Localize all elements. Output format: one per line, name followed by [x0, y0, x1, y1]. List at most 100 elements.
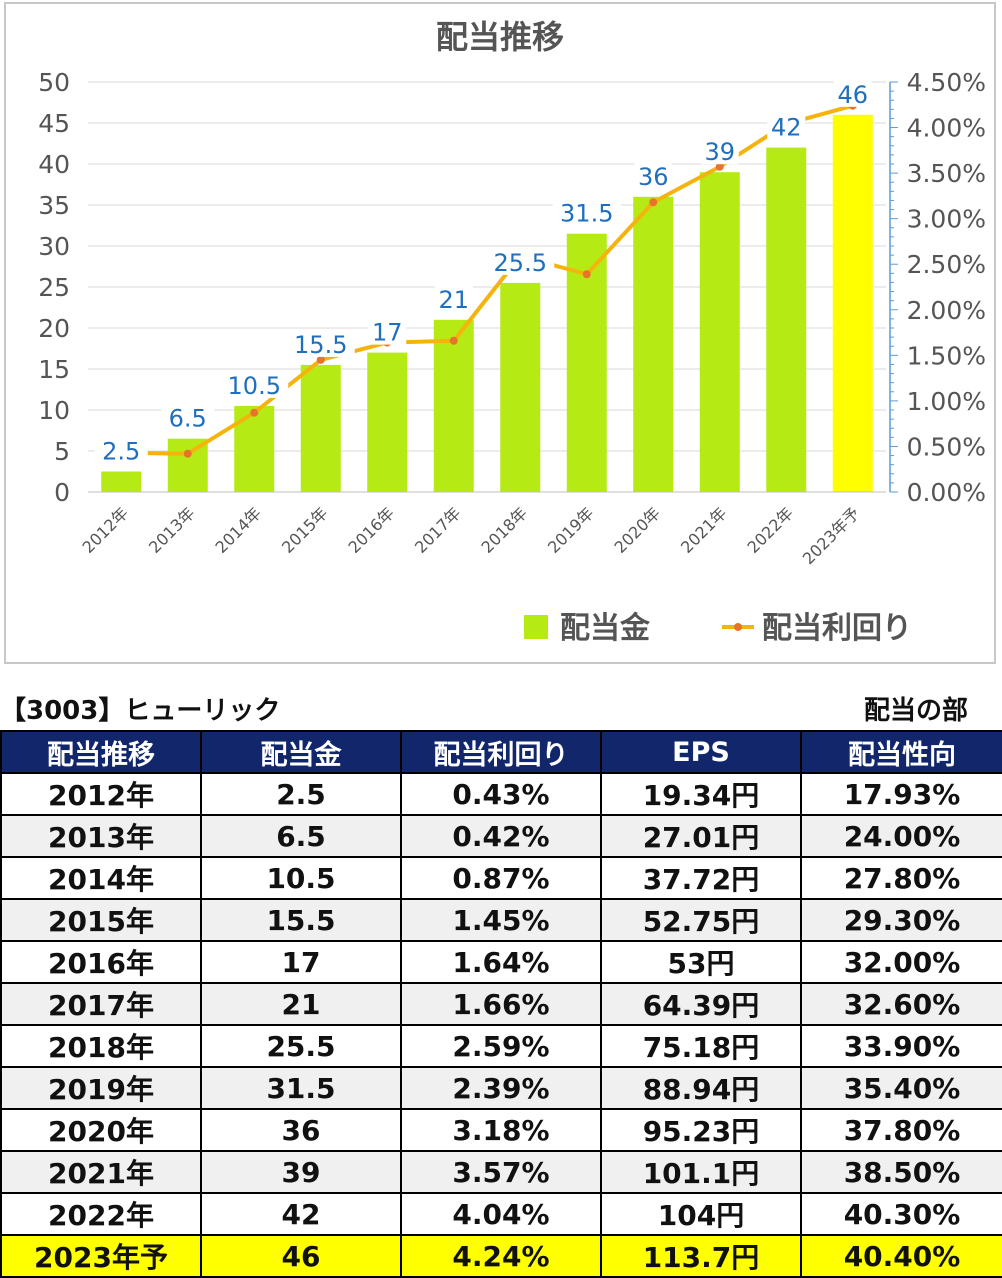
header-year: 配当推移	[0, 730, 202, 774]
bar-dividend	[433, 319, 474, 492]
company-name: 【3003】ヒューリック	[0, 696, 281, 726]
bar-dividend	[500, 282, 541, 492]
bar-dividend	[766, 147, 807, 492]
data-label-bg	[286, 328, 355, 357]
x-tick-label: 2014年	[212, 503, 266, 557]
data-label-bg	[434, 283, 473, 312]
data-label: 39	[704, 138, 735, 166]
data-label: 6.5	[169, 405, 207, 433]
data-label-bg	[700, 136, 739, 165]
cell-year: 2018年	[0, 1024, 202, 1068]
data-label: 36	[638, 163, 669, 191]
table-row: 2015年 15.5 1.45% 52.75円 29.30%	[0, 898, 1002, 942]
table-row: 2019年 31.5 2.39% 88.94円 35.40%	[0, 1066, 1002, 1110]
cell-payout-ratio: 32.60%	[800, 982, 1002, 1026]
cell-year: 2012年	[0, 772, 202, 816]
table-row: 2017年 21 1.66% 64.39円 32.60%	[0, 982, 1002, 1026]
cell-yield: 1.64%	[400, 940, 602, 984]
cell-year: 2023年予	[0, 1234, 202, 1278]
cell-payout-ratio: 32.00%	[800, 940, 1002, 984]
x-tick-label: 2015年	[278, 503, 332, 557]
data-label: 17	[372, 319, 403, 347]
right-tick-label: 0.00%	[907, 478, 986, 507]
data-label: 25.5	[494, 249, 547, 277]
chart-canvas: 2.5 6.5 10.5 15.5 17 21 25.5 31.5 36 39 42 46 配当推移 0…	[38, 18, 986, 646]
cell-yield: 3.57%	[400, 1150, 602, 1194]
right-tick-label: 0.50%	[907, 432, 986, 461]
cell-dividend: 39	[200, 1150, 402, 1194]
cell-yield: 1.66%	[400, 982, 602, 1026]
data-label-bg	[767, 111, 806, 140]
left-tick-label: 25	[38, 273, 70, 302]
table-row: 2022年 42 4.04% 104円 40.30%	[0, 1192, 1002, 1236]
data-label-bg	[161, 402, 215, 431]
left-tick-label: 30	[38, 232, 70, 261]
cell-payout-ratio: 24.00%	[800, 814, 1002, 858]
cell-eps: 19.34円	[600, 772, 802, 816]
cell-year: 2017年	[0, 982, 202, 1026]
cell-dividend: 31.5	[200, 1066, 402, 1110]
cell-dividend: 42	[200, 1192, 402, 1236]
yield-point	[582, 270, 591, 279]
cell-yield: 4.24%	[400, 1234, 602, 1278]
header-eps: EPS	[600, 730, 802, 774]
header-dividend: 配当金	[200, 730, 402, 774]
cell-year: 2014年	[0, 856, 202, 900]
data-label: 31.5	[560, 200, 613, 228]
data-label: 15.5	[294, 331, 347, 359]
cell-yield: 3.18%	[400, 1108, 602, 1152]
section-title: 配当の部	[863, 696, 968, 726]
data-label-bg	[634, 160, 673, 189]
cell-payout-ratio: 40.30%	[800, 1192, 1002, 1236]
cell-eps: 27.01円	[600, 814, 802, 858]
header-yield: 配当利回り	[400, 730, 602, 774]
data-label: 2.5	[102, 438, 140, 466]
table-header-row: 配当推移 配当金 配当利回り EPS 配当性向	[0, 730, 1002, 774]
data-label-bg	[486, 246, 555, 275]
bar-dividend	[832, 114, 873, 493]
x-tick-label: 2018年	[478, 503, 532, 557]
table-row: 2023年予 46 4.24% 113.7円 40.40%	[0, 1234, 1002, 1278]
data-label: 10.5	[228, 372, 281, 400]
left-tick-label: 40	[38, 150, 70, 179]
data-label-bg	[833, 78, 872, 107]
data-label: 46	[837, 81, 868, 109]
right-tick-label: 4.00%	[907, 114, 986, 143]
left-tick-label: 0	[54, 478, 70, 507]
cell-yield: 2.39%	[400, 1066, 602, 1110]
cell-year: 2020年	[0, 1108, 202, 1152]
dividend-table: 配当推移 配当金 配当利回り EPS 配当性向 2012年 2.5 0.43% 19.…	[0, 730, 1002, 1278]
yield-point	[250, 408, 259, 417]
bar-dividend	[101, 471, 142, 492]
left-tick-label: 15	[38, 355, 70, 384]
cell-eps: 52.75円	[600, 898, 802, 942]
yield-line	[121, 103, 854, 456]
cell-yield: 2.59%	[400, 1024, 602, 1068]
data-label-bg	[94, 435, 148, 464]
data-label-bg	[368, 316, 407, 345]
data-label-bg	[220, 369, 289, 398]
data-label: 42	[771, 114, 802, 142]
yield-point	[183, 449, 192, 458]
cell-yield: 1.45%	[400, 898, 602, 942]
data-label: 21	[438, 286, 469, 314]
cell-dividend: 17	[200, 940, 402, 984]
cell-dividend: 15.5	[200, 898, 402, 942]
bar-dividend	[367, 352, 408, 492]
table-row: 2013年 6.5 0.42% 27.01円 24.00%	[0, 814, 1002, 858]
cell-eps: 37.72円	[600, 856, 802, 900]
cell-year: 2016年	[0, 940, 202, 984]
right-tick-label: 2.50%	[907, 250, 986, 279]
table-row: 2021年 39 3.57% 101.1円 38.50%	[0, 1150, 1002, 1194]
cell-eps: 104円	[600, 1192, 802, 1236]
cell-year: 2015年	[0, 898, 202, 942]
cell-payout-ratio: 27.80%	[800, 856, 1002, 900]
bar-dividend	[234, 405, 275, 492]
x-tick-label: 2017年	[411, 503, 465, 557]
x-tick-label: 2021年	[677, 503, 731, 557]
cell-eps: 95.23円	[600, 1108, 802, 1152]
cell-yield: 0.43%	[400, 772, 602, 816]
cell-dividend: 6.5	[200, 814, 402, 858]
cell-yield: 0.42%	[400, 814, 602, 858]
cell-dividend: 36	[200, 1108, 402, 1152]
